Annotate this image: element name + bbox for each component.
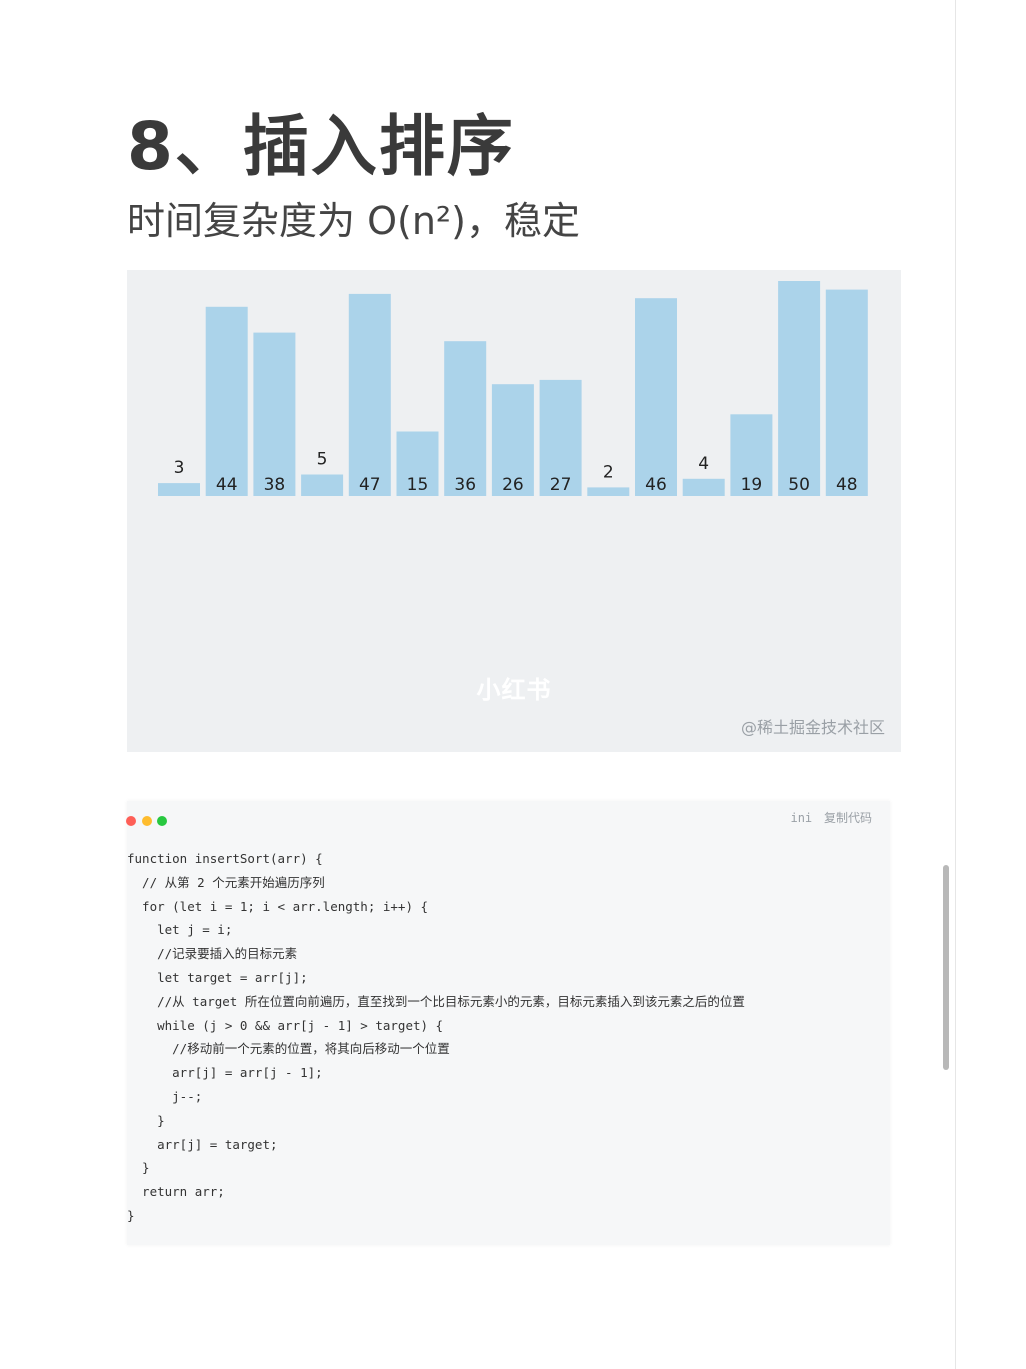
page-edge-divider xyxy=(955,0,956,1369)
maximize-dot-icon xyxy=(157,816,167,826)
bar xyxy=(491,384,534,496)
page-subtitle: 时间复杂度为 O(n²)，稳定 xyxy=(127,199,580,243)
bar-value-label: 27 xyxy=(550,475,572,495)
bar xyxy=(396,431,439,496)
bar xyxy=(205,306,248,496)
bar xyxy=(587,487,630,496)
code-language-label: ini xyxy=(790,811,813,825)
bar-value-label: 4 xyxy=(698,454,709,474)
code-block: ini 复制代码 function insertSort(arr) { // 从… xyxy=(126,801,890,1245)
copy-code-button[interactable]: 复制代码 xyxy=(823,811,872,825)
code-line: while (j > 0 && arr[j - 1] > target) { xyxy=(127,1017,444,1033)
code-line: arr[j] = arr[j - 1]; xyxy=(127,1065,323,1081)
minimize-dot-icon xyxy=(142,816,152,826)
code-line: //移动前一个元素的位置，将其向后移动一个位置 xyxy=(127,1041,450,1057)
bar-value-label: 5 xyxy=(317,450,328,470)
code-line: // 从第 2 个元素开始遍历序列 xyxy=(127,874,325,890)
bar-value-label: 2 xyxy=(603,462,614,482)
bar xyxy=(682,478,725,496)
bar-value-label: 26 xyxy=(502,475,524,495)
code-line: } xyxy=(127,1112,165,1128)
bar xyxy=(444,341,487,496)
close-dot-icon xyxy=(126,816,136,826)
code-line: let target = arr[j]; xyxy=(127,969,308,985)
sorting-visualization: 3 44 38 5 47 15 36 26 27 2 46 4 19 50 48 小红书 @稀土掘金技术社区 xyxy=(127,270,901,752)
bar xyxy=(539,379,582,496)
bar xyxy=(635,298,677,496)
code-line: for (let i = 1; i < arr.length; i++) { xyxy=(127,898,429,914)
page-title: 8、插入排序 xyxy=(127,108,515,185)
bar xyxy=(825,289,868,496)
code-line: j--; xyxy=(127,1088,203,1104)
bar-value-label: 47 xyxy=(359,475,381,495)
bar xyxy=(778,281,821,496)
code-toolbar: ini 复制代码 xyxy=(790,809,872,826)
code-lines: function insertSort(arr) { // 从第 2 个元素开始… xyxy=(127,847,745,1228)
bar-value-label: 36 xyxy=(454,475,476,495)
bar-value-label: 19 xyxy=(741,475,763,495)
code-line: } xyxy=(127,1207,135,1223)
bar xyxy=(348,293,391,496)
bar-value-label: 15 xyxy=(407,475,429,495)
code-line: } xyxy=(127,1160,150,1176)
bar xyxy=(253,332,296,496)
xiaohongshu-watermark: 小红书 xyxy=(476,676,552,704)
bar-value-label: 46 xyxy=(645,475,667,495)
juejin-credit: @稀土掘金技术社区 xyxy=(740,718,885,737)
code-line: let j = i; xyxy=(127,922,233,938)
code-line: //从 target 所在位置向前遍历，直至找到一个比目标元素小的元素，目标元素… xyxy=(127,993,745,1009)
bar-value-label: 3 xyxy=(174,458,185,478)
bar-value-label: 38 xyxy=(264,475,286,495)
bar-value-label: 50 xyxy=(788,475,810,495)
scrollbar-thumb[interactable] xyxy=(943,865,949,1070)
bar xyxy=(158,483,200,496)
bar-value-label: 44 xyxy=(216,475,238,495)
code-line: return arr; xyxy=(127,1184,225,1200)
code-line: function insertSort(arr) { xyxy=(127,851,323,866)
code-line: //记录要插入的目标元素 xyxy=(127,946,298,962)
bar xyxy=(730,414,773,496)
bar xyxy=(301,474,344,496)
bar-value-label: 48 xyxy=(836,475,858,495)
code-line: arr[j] = target; xyxy=(127,1136,278,1152)
bars-svg: 3 44 38 5 47 15 36 26 27 2 46 4 19 50 48 xyxy=(158,281,868,496)
